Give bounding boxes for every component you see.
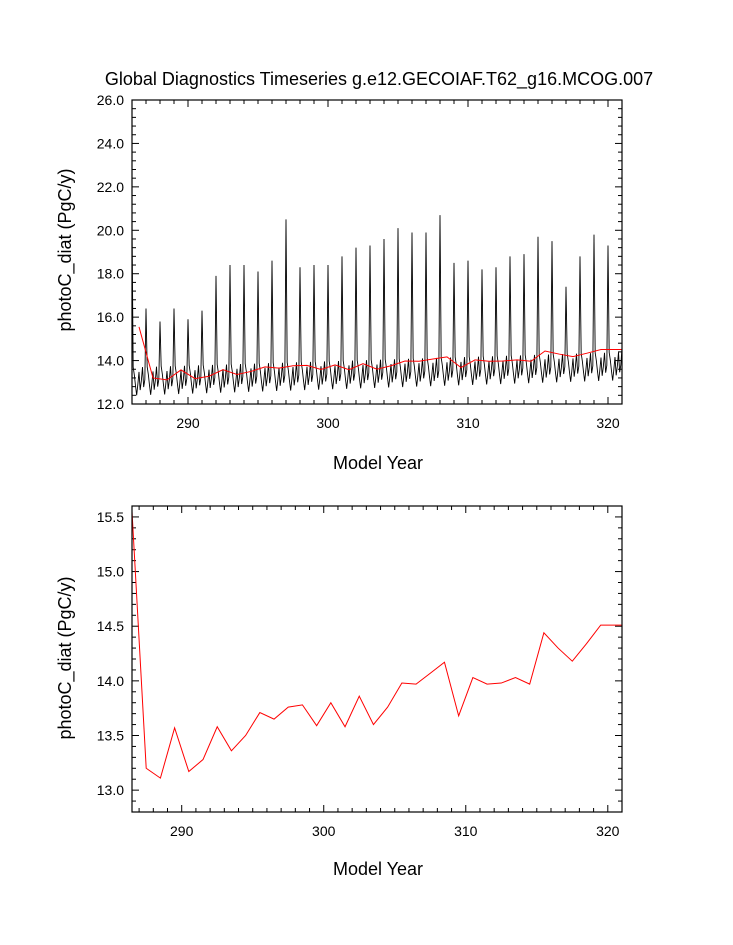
- series-line-annual-mean: [138, 326, 622, 381]
- plot-frame: [131, 99, 623, 405]
- series-line-monthly: [132, 215, 622, 396]
- x-tick-label: 310: [456, 415, 480, 431]
- bottom-y-axis-label: photoC_diat (PgC/y): [55, 576, 76, 739]
- y-tick-label: 15.5: [97, 509, 124, 525]
- y-tick-label: 24.0: [97, 135, 124, 151]
- top-x-axis-label: Model Year: [333, 453, 423, 473]
- series-line-annual-mean: [132, 511, 622, 779]
- bottom-x-axis-label: Model Year: [333, 859, 423, 879]
- x-tick-label: 290: [170, 823, 194, 839]
- y-tick-label: 15.0: [97, 564, 124, 580]
- y-tick-label: 26.0: [97, 92, 124, 108]
- y-tick-label: 16.0: [97, 309, 124, 325]
- top-y-axis-label: photoC_diat (PgC/y): [55, 168, 76, 331]
- bottom-panel: 290 300 310 320 13.0 13.5 14.0 14.5 15.0 15.5: [97, 505, 623, 839]
- chart-title: Global Diagnostics Timeseries g.e12.GECO…: [105, 69, 653, 90]
- y-tick-label: 14.5: [97, 618, 124, 634]
- y-tick-label: 20.0: [97, 222, 124, 238]
- plot-frame: [131, 505, 623, 813]
- y-tick-label: 13.0: [97, 782, 124, 798]
- x-tick-label: 320: [596, 823, 620, 839]
- x-tick-label: 300: [312, 823, 336, 839]
- y-tick-label: 13.5: [97, 728, 124, 744]
- plot-area: [132, 511, 622, 779]
- y-tick-label: 12.0: [97, 396, 124, 412]
- x-tick-label: 290: [176, 415, 200, 431]
- y-tick-label: 18.0: [97, 266, 124, 282]
- y-tick-label: 14.0: [97, 353, 124, 369]
- y-tick-label: 14.0: [97, 673, 124, 689]
- top-panel: 290 300 310 320 12.0 14.0 16.0 18.0 20.0 22.0 24.0…: [97, 92, 623, 431]
- x-tick-label: 320: [596, 415, 620, 431]
- x-tick-label: 310: [454, 823, 478, 839]
- x-tick-label: 300: [316, 415, 340, 431]
- y-tick-label: 22.0: [97, 179, 124, 195]
- plot-area: [132, 215, 622, 396]
